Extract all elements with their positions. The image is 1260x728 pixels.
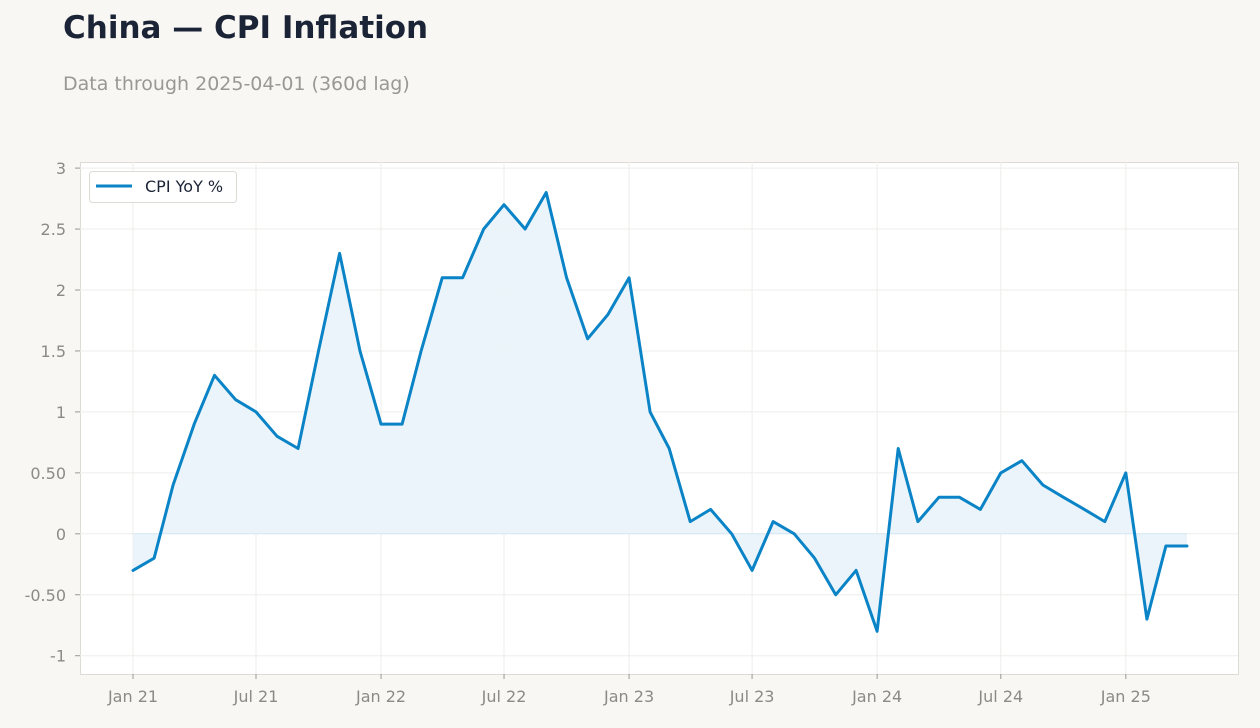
- data-point: [153, 557, 156, 560]
- data-point: [213, 374, 216, 377]
- data-point: [855, 569, 858, 572]
- data-point: [565, 276, 568, 279]
- data-point: [649, 410, 652, 413]
- data-point: [979, 508, 982, 511]
- chart-subtitle: Data through 2025-04-01 (360d lag): [63, 73, 410, 95]
- cpi-area-fill: [133, 192, 1187, 632]
- x-tick-label: Jul 22: [481, 687, 527, 706]
- grid: [80, 162, 1238, 674]
- x-tick-label: Jul 23: [729, 687, 775, 706]
- x-tick-label: Jan 23: [603, 687, 654, 706]
- data-point: [1186, 545, 1189, 548]
- data-point: [297, 447, 300, 450]
- data-point: [916, 520, 919, 523]
- x-tick-label: Jul 21: [233, 687, 279, 706]
- x-tick-label: Jan 22: [355, 687, 406, 706]
- data-point: [338, 252, 341, 255]
- data-point: [1083, 508, 1086, 511]
- y-tick-label: 1: [56, 403, 66, 422]
- data-point: [772, 520, 775, 523]
- data-point: [1145, 618, 1148, 621]
- data-point: [317, 350, 320, 353]
- data-point: [255, 410, 258, 413]
- data-point: [132, 569, 135, 572]
- axis-ticks: [75, 167, 1127, 679]
- series-line-cpi-yoy: [131, 191, 1189, 633]
- data-point: [524, 228, 527, 231]
- data-point: [834, 593, 837, 596]
- data-point: [813, 557, 816, 560]
- data-point: [628, 276, 631, 279]
- data-point: [730, 532, 733, 535]
- y-tick-label: 2: [56, 281, 66, 300]
- legend-box: [89, 171, 237, 203]
- plot-area: [80, 162, 1239, 675]
- data-point: [401, 423, 404, 426]
- data-point: [276, 435, 279, 438]
- data-point: [1103, 520, 1106, 523]
- x-tick-label: Jan 24: [851, 687, 902, 706]
- data-point: [503, 203, 506, 206]
- data-point: [999, 471, 1002, 474]
- data-point: [938, 496, 941, 499]
- data-point: [193, 423, 196, 426]
- legend-label: CPI YoY %: [145, 177, 223, 196]
- y-tick-label: -0.50: [25, 586, 66, 605]
- data-point: [607, 313, 610, 316]
- data-point: [234, 398, 237, 401]
- data-point: [172, 484, 175, 487]
- data-point: [751, 569, 754, 572]
- data-point: [897, 447, 900, 450]
- data-point: [668, 447, 671, 450]
- data-point: [958, 496, 961, 499]
- y-tick-label: 3: [56, 159, 66, 178]
- y-tick-label: 0: [56, 525, 66, 544]
- data-point: [380, 423, 383, 426]
- y-tick-label: 2.5: [41, 220, 66, 239]
- data-point: [586, 337, 589, 340]
- data-point: [689, 520, 692, 523]
- y-tick-label: 1.5: [41, 342, 66, 361]
- data-point: [482, 228, 485, 231]
- y-tick-label: 0.50: [30, 464, 66, 483]
- data-point: [461, 276, 464, 279]
- chart-title: China — CPI Inflation: [63, 10, 429, 46]
- data-point: [1062, 496, 1065, 499]
- y-tick-label: -1: [50, 647, 66, 666]
- data-point: [1124, 471, 1127, 474]
- axis-labels: 3 2.5 2 1.5 1 0.50 0 -0.50 -1 Jan 21 Jul 21 Jan 22 J…: [25, 159, 1151, 706]
- data-point: [876, 630, 879, 633]
- legend: CPI YoY %: [89, 171, 237, 203]
- data-point: [359, 350, 362, 353]
- x-tick-label: Jan 21: [107, 687, 158, 706]
- data-point: [545, 191, 548, 194]
- data-point: [1164, 545, 1167, 548]
- data-point: [709, 508, 712, 511]
- x-tick-label: Jan 25: [1100, 687, 1151, 706]
- x-tick-label: Jul 24: [977, 687, 1023, 706]
- data-point: [420, 350, 423, 353]
- data-point: [793, 532, 796, 535]
- data-point: [1041, 484, 1044, 487]
- data-point: [441, 276, 444, 279]
- data-point: [1020, 459, 1023, 462]
